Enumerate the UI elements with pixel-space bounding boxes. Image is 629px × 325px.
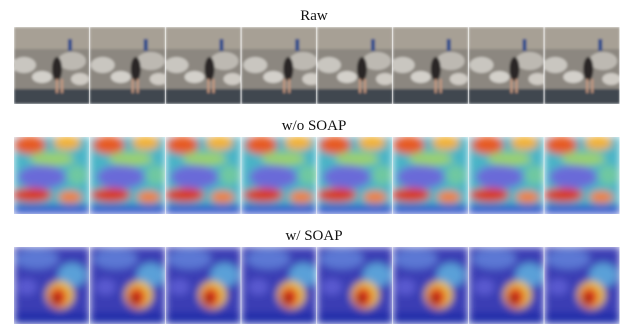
frame-image bbox=[543, 27, 620, 104]
frame-image bbox=[165, 136, 242, 214]
frame-image bbox=[393, 247, 469, 324]
frame-image bbox=[469, 136, 545, 214]
frame-image bbox=[90, 247, 166, 324]
frame-image bbox=[469, 247, 545, 324]
row-label: w/ SOAP bbox=[285, 228, 342, 244]
frame-image bbox=[241, 27, 320, 104]
row-label: Raw bbox=[300, 8, 328, 24]
frame-image bbox=[317, 136, 393, 214]
frame-image bbox=[543, 136, 620, 214]
frame-image bbox=[14, 247, 90, 324]
frame-image bbox=[90, 136, 166, 214]
frame-image bbox=[317, 27, 394, 104]
frame-image bbox=[12, 136, 90, 214]
frame-image bbox=[241, 136, 318, 214]
frame-image bbox=[317, 247, 393, 324]
frame-image bbox=[391, 27, 469, 104]
frame-image bbox=[469, 27, 547, 104]
frame-image bbox=[12, 27, 90, 104]
frame-image bbox=[166, 247, 242, 324]
frame-image bbox=[241, 247, 317, 324]
frame-image bbox=[90, 27, 168, 104]
figure: Raw w/o SOAP w/ SOAP bbox=[0, 0, 629, 325]
frame-image bbox=[544, 247, 620, 324]
frame-image bbox=[165, 27, 242, 104]
row-label: w/o SOAP bbox=[282, 118, 347, 134]
page: Raw w/o SOAP w/ SOAP (() => { const data… bbox=[0, 0, 629, 325]
frame-image bbox=[391, 136, 469, 214]
